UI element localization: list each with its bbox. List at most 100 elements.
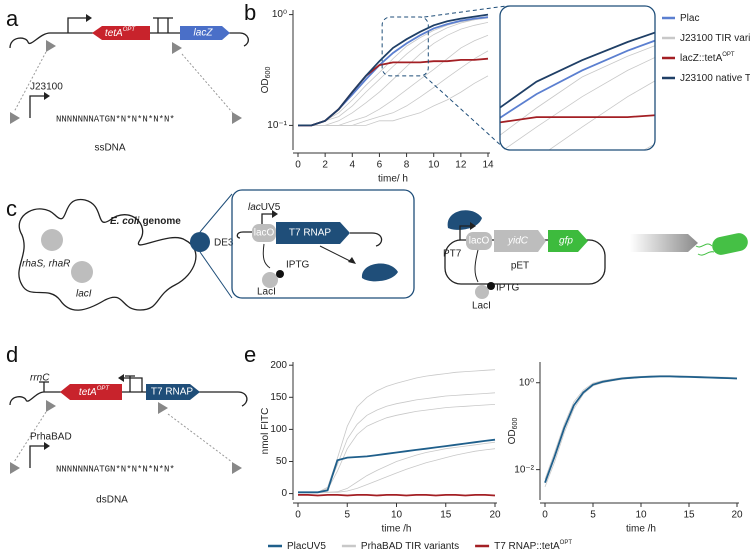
- legend-label: lacZ::tetAOPT: [680, 52, 735, 64]
- y-label-sub: 600: [512, 418, 519, 430]
- x-tick-label: 15: [683, 510, 695, 521]
- line: [298, 438, 496, 494]
- promoter-label: PrhaBAD: [30, 432, 72, 443]
- plot: 0 5 10 15 20 10⁻² 10⁰ time /h OD600: [507, 362, 743, 535]
- plot: 0 2 4 6 8 10 12 14 10⁻¹ 10⁰ time/ h OD600: [260, 5, 675, 185]
- line: [298, 16, 489, 127]
- x-tick-label: 10: [391, 510, 403, 521]
- zoom-connector: [423, 5, 507, 151]
- organism: E. coli: [110, 216, 140, 227]
- operator-label: lacO: [469, 236, 490, 247]
- construct-d: rrnC tetAOPT T7 RNAP PrhaBAD NNNNNNNATGN…: [9, 373, 248, 506]
- lines: [298, 369, 496, 497]
- gene-label: rhaS, rhaR: [22, 259, 70, 270]
- promoter-label: lacUV5: [248, 202, 281, 213]
- line: [298, 369, 496, 493]
- repressor-label: LacI: [472, 301, 491, 312]
- x-tick-label: 4: [350, 160, 356, 171]
- line: [298, 441, 496, 493]
- y-axis-label: OD600: [507, 418, 519, 445]
- panel-label: e: [244, 342, 256, 367]
- genome-title: E. coli genome: [110, 216, 181, 227]
- x-tick-label: 2: [322, 160, 328, 171]
- legend-name: J23100 TIR variants: [680, 33, 750, 44]
- gene-name: tetA: [79, 387, 97, 398]
- x-tick-label: 10: [428, 160, 440, 171]
- legend-label: J23100 native TIR: [680, 73, 750, 84]
- line: [298, 448, 496, 493]
- gene-label: tetAOPT: [79, 386, 110, 398]
- x-tick-label: 6: [377, 160, 383, 171]
- legend-name: PrhaBAD TIR variants: [361, 541, 459, 552]
- sequence: NNNNNNNATGN*N*N*N*N*N*: [56, 464, 175, 474]
- gene-label: T7 RNAP: [151, 387, 194, 398]
- dna-type: dsDNA: [96, 495, 128, 506]
- inset-frame: [499, 5, 656, 151]
- y-label-sub: 600: [265, 67, 272, 79]
- x-tick-label: 15: [440, 510, 452, 521]
- legend-name: PlacUV5: [287, 541, 326, 552]
- promoter-italic: lac: [248, 202, 261, 213]
- gene-superscript: OPT: [123, 27, 137, 33]
- promoter-label: J23100: [30, 82, 63, 93]
- inducer-label: IPTG: [496, 283, 520, 294]
- genome-diagram: E. coli genome rhaS, rhaR lacI DE3 lacUV5…: [18, 189, 415, 311]
- line: [544, 375, 738, 484]
- line: [500, 6, 655, 150]
- construct-a: tetAOPT lacZ J23100 NNNNNNNATGN*N*N*N*N*…: [9, 14, 250, 154]
- locus-label: DE3: [214, 238, 234, 249]
- y-tick-label: 200: [270, 360, 287, 371]
- line: [298, 75, 489, 126]
- gene-label: T7 RNAP: [289, 228, 332, 239]
- inducer-label: IPTG: [286, 260, 310, 271]
- y-tick-label: 10⁰: [272, 9, 287, 20]
- legend-name: J23100 native TIR: [680, 73, 750, 84]
- gene-name: tetA: [105, 28, 123, 39]
- y-tick-label: 10⁻²: [514, 464, 534, 475]
- line: [500, 6, 655, 150]
- line: [298, 404, 496, 493]
- x-tick-label: 10: [635, 510, 647, 521]
- gene-label: yidC: [507, 236, 529, 247]
- zoom-region: [381, 16, 429, 77]
- gene-label: lacZ: [194, 28, 214, 39]
- gene-label: lacI: [76, 289, 92, 300]
- gene-superscript: OPT: [97, 386, 111, 392]
- legend-name: T7 RNAP::tetA: [494, 541, 560, 552]
- legend-label: J23100 TIR variants: [680, 33, 750, 44]
- panel-label: c: [6, 196, 17, 221]
- y-axis-label: nmol FITC: [260, 408, 271, 455]
- legend-label: Plac: [680, 13, 699, 24]
- x-axis-label: time /h: [626, 524, 656, 535]
- x-tick-label: 8: [404, 160, 410, 171]
- y-tick-label: 50: [276, 456, 288, 467]
- operator-label: lacO: [254, 228, 275, 239]
- line: [298, 22, 489, 126]
- y-label-main: nmol FITC: [260, 408, 271, 455]
- legend-label: PlacUV5: [287, 541, 326, 552]
- x-tick-label: 0: [542, 510, 548, 521]
- x-tick-label: 14: [482, 160, 494, 171]
- dna-type: ssDNA: [94, 143, 125, 154]
- line: [544, 376, 738, 488]
- x-tick-label: 20: [489, 510, 501, 521]
- legend-name: lacZ::tetA: [680, 53, 723, 64]
- y-tick-label: 100: [270, 424, 287, 435]
- y-axis-label: OD600: [260, 67, 272, 94]
- y-label-main: OD: [260, 78, 271, 93]
- repressor-label: LacI: [257, 287, 276, 298]
- line: [298, 17, 489, 126]
- x-axis-label: time /h: [381, 524, 411, 535]
- legend-label: PrhaBAD TIR variants: [361, 541, 459, 552]
- line: [500, 6, 655, 150]
- promoter-suffix: UV5: [261, 202, 281, 213]
- line: [298, 17, 489, 126]
- terminator-label: rrnC: [30, 373, 50, 384]
- y-tick-label: 150: [270, 392, 287, 403]
- inset-lines: [500, 6, 655, 150]
- promoter-label: PT7: [443, 249, 462, 260]
- panel-label: d: [6, 342, 18, 367]
- legend-superscript: OPT: [560, 540, 573, 546]
